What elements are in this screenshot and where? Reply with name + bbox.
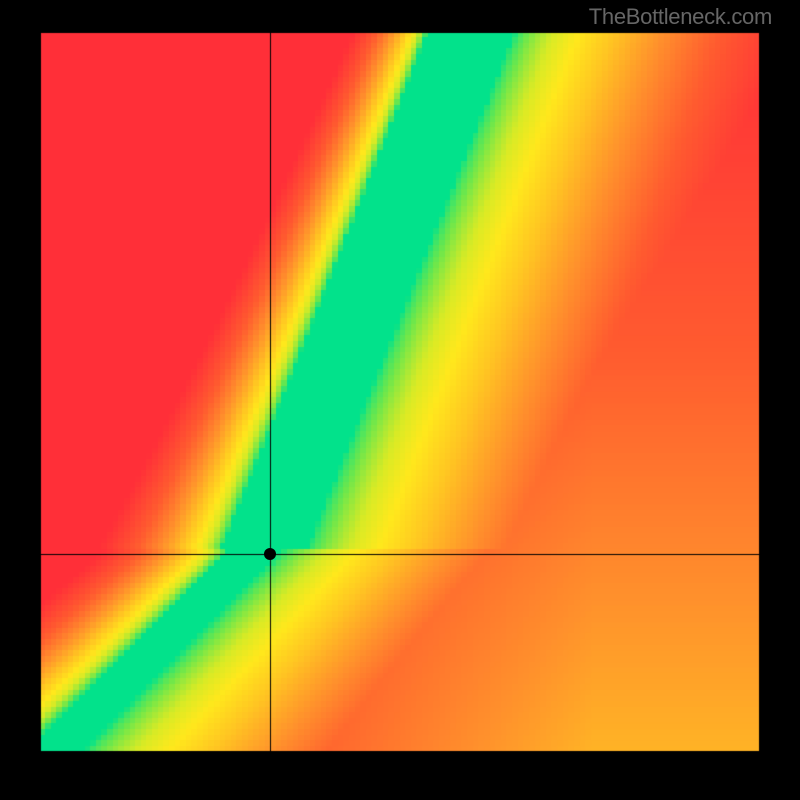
attribution-text: TheBottleneck.com [589, 4, 772, 30]
selection-point [264, 548, 276, 560]
bottleneck-heatmap [40, 32, 760, 752]
chart-container: { "attribution": "TheBottleneck.com", "c… [0, 0, 800, 800]
